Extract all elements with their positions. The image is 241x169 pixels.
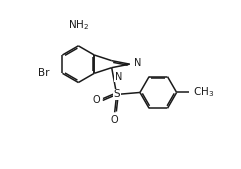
Text: N: N — [115, 72, 122, 82]
Text: NH$_2$: NH$_2$ — [68, 18, 89, 32]
Text: N: N — [134, 58, 141, 68]
Text: O: O — [111, 115, 119, 125]
Text: Br: Br — [38, 68, 50, 78]
Text: CH$_3$: CH$_3$ — [193, 86, 214, 99]
Text: O: O — [92, 95, 100, 105]
Text: S: S — [113, 89, 120, 99]
